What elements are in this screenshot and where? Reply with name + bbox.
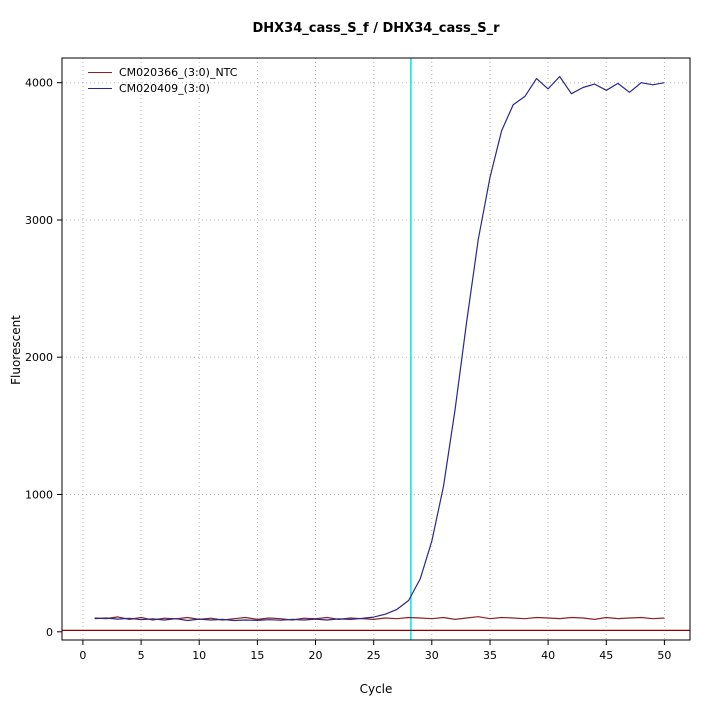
x-tick-label: 0: [79, 649, 86, 662]
x-tick-label: 35: [483, 649, 497, 662]
chart-title: DHX34_cass_S_f / DHX34_cass_S_r: [252, 21, 500, 36]
y-tick-label: 1000: [25, 489, 53, 502]
legend-line-swatch-ntc: [88, 72, 112, 73]
x-tick-label: 20: [309, 649, 323, 662]
y-axis-label: Fluorescent: [9, 315, 23, 385]
x-tick-label: 10: [192, 649, 206, 662]
x-tick-label: 5: [138, 649, 145, 662]
y-tick-label: 2000: [25, 351, 53, 364]
legend-line-swatch-sample: [88, 88, 112, 89]
legend-label-ntc: CM020366_(3:0)_NTC: [119, 66, 238, 79]
y-tick-label: 0: [46, 626, 53, 639]
legend-item-ntc: CM020366_(3:0)_NTC: [88, 66, 237, 79]
plot-border: [61, 57, 691, 641]
legend-label-sample: CM020409_(3:0): [119, 82, 210, 95]
x-tick-label: 50: [657, 649, 671, 662]
x-tick-label: 45: [599, 649, 613, 662]
legend: CM020366_(3:0)_NTC CM020409_(3:0): [88, 66, 237, 95]
x-tick-label: 40: [541, 649, 555, 662]
x-tick-label: 30: [425, 649, 439, 662]
x-tick-label: 25: [367, 649, 381, 662]
x-axis-label: Cycle: [359, 682, 393, 696]
series-line-1: [94, 75, 665, 622]
legend-item-sample: CM020409_(3:0): [88, 82, 237, 95]
x-tick-label: 15: [250, 649, 264, 662]
y-tick-label: 4000: [25, 77, 53, 90]
series-line-0: [94, 616, 665, 621]
y-tick-label: 3000: [25, 214, 53, 227]
